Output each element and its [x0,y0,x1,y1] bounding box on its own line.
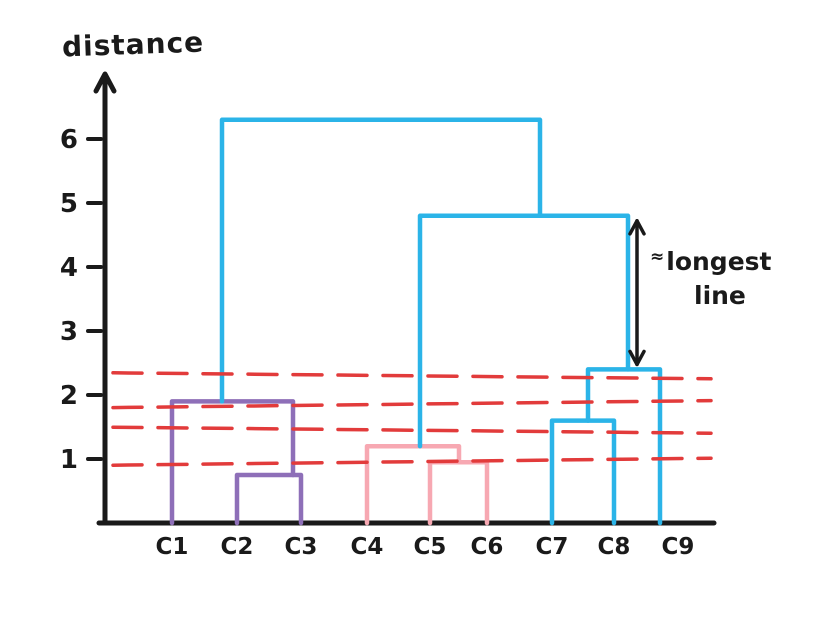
leaf-label-C5: C5 [414,534,447,560]
leaf-label-C4: C4 [351,534,384,560]
cut-line-2 [111,398,713,410]
dendrogram-link-m6 [585,367,663,526]
leaf-label-C2: C2 [221,534,254,560]
longest-line-label-line1: longest [666,247,772,276]
cut-line-4 [111,456,713,467]
y-axis-arrowhead-icon [93,71,117,94]
dendrogram-link-m4 [364,443,462,526]
leaf-label-C7: C7 [536,534,569,560]
longest-line-label-line2: line [694,280,746,310]
dendrogram-link-m1 [234,472,304,526]
dendrogram-link-m8 [219,117,543,404]
dendrogram-link-m5 [549,418,617,526]
y-tick-label: 2 [60,381,78,411]
y-axis-label: distance [61,25,205,64]
longest-line-label: ≈longest line [650,245,771,313]
leaf-label-C1: C1 [156,534,189,560]
leaf-label-C6: C6 [471,534,504,560]
y-tick-label: 4 [60,253,78,283]
dendrogram-link-m2 [169,399,296,526]
y-tick-label: 6 [60,125,78,155]
dendrogram-link-m3 [427,459,490,526]
leaf-label-C3: C3 [285,534,318,560]
approx-symbol: ≈ [650,247,665,267]
y-tick-label: 1 [60,445,78,475]
y-tick-label: 5 [60,189,78,219]
cut-line-3 [111,425,713,435]
dendrogram-link-m7 [417,213,631,449]
arrowhead-up-icon [628,219,646,236]
arrowhead-down-icon [628,349,646,367]
cut-line-1 [111,371,713,381]
leaf-label-C8: C8 [598,534,631,560]
y-tick-label: 3 [60,317,78,347]
leaf-label-C9: C9 [662,534,695,560]
